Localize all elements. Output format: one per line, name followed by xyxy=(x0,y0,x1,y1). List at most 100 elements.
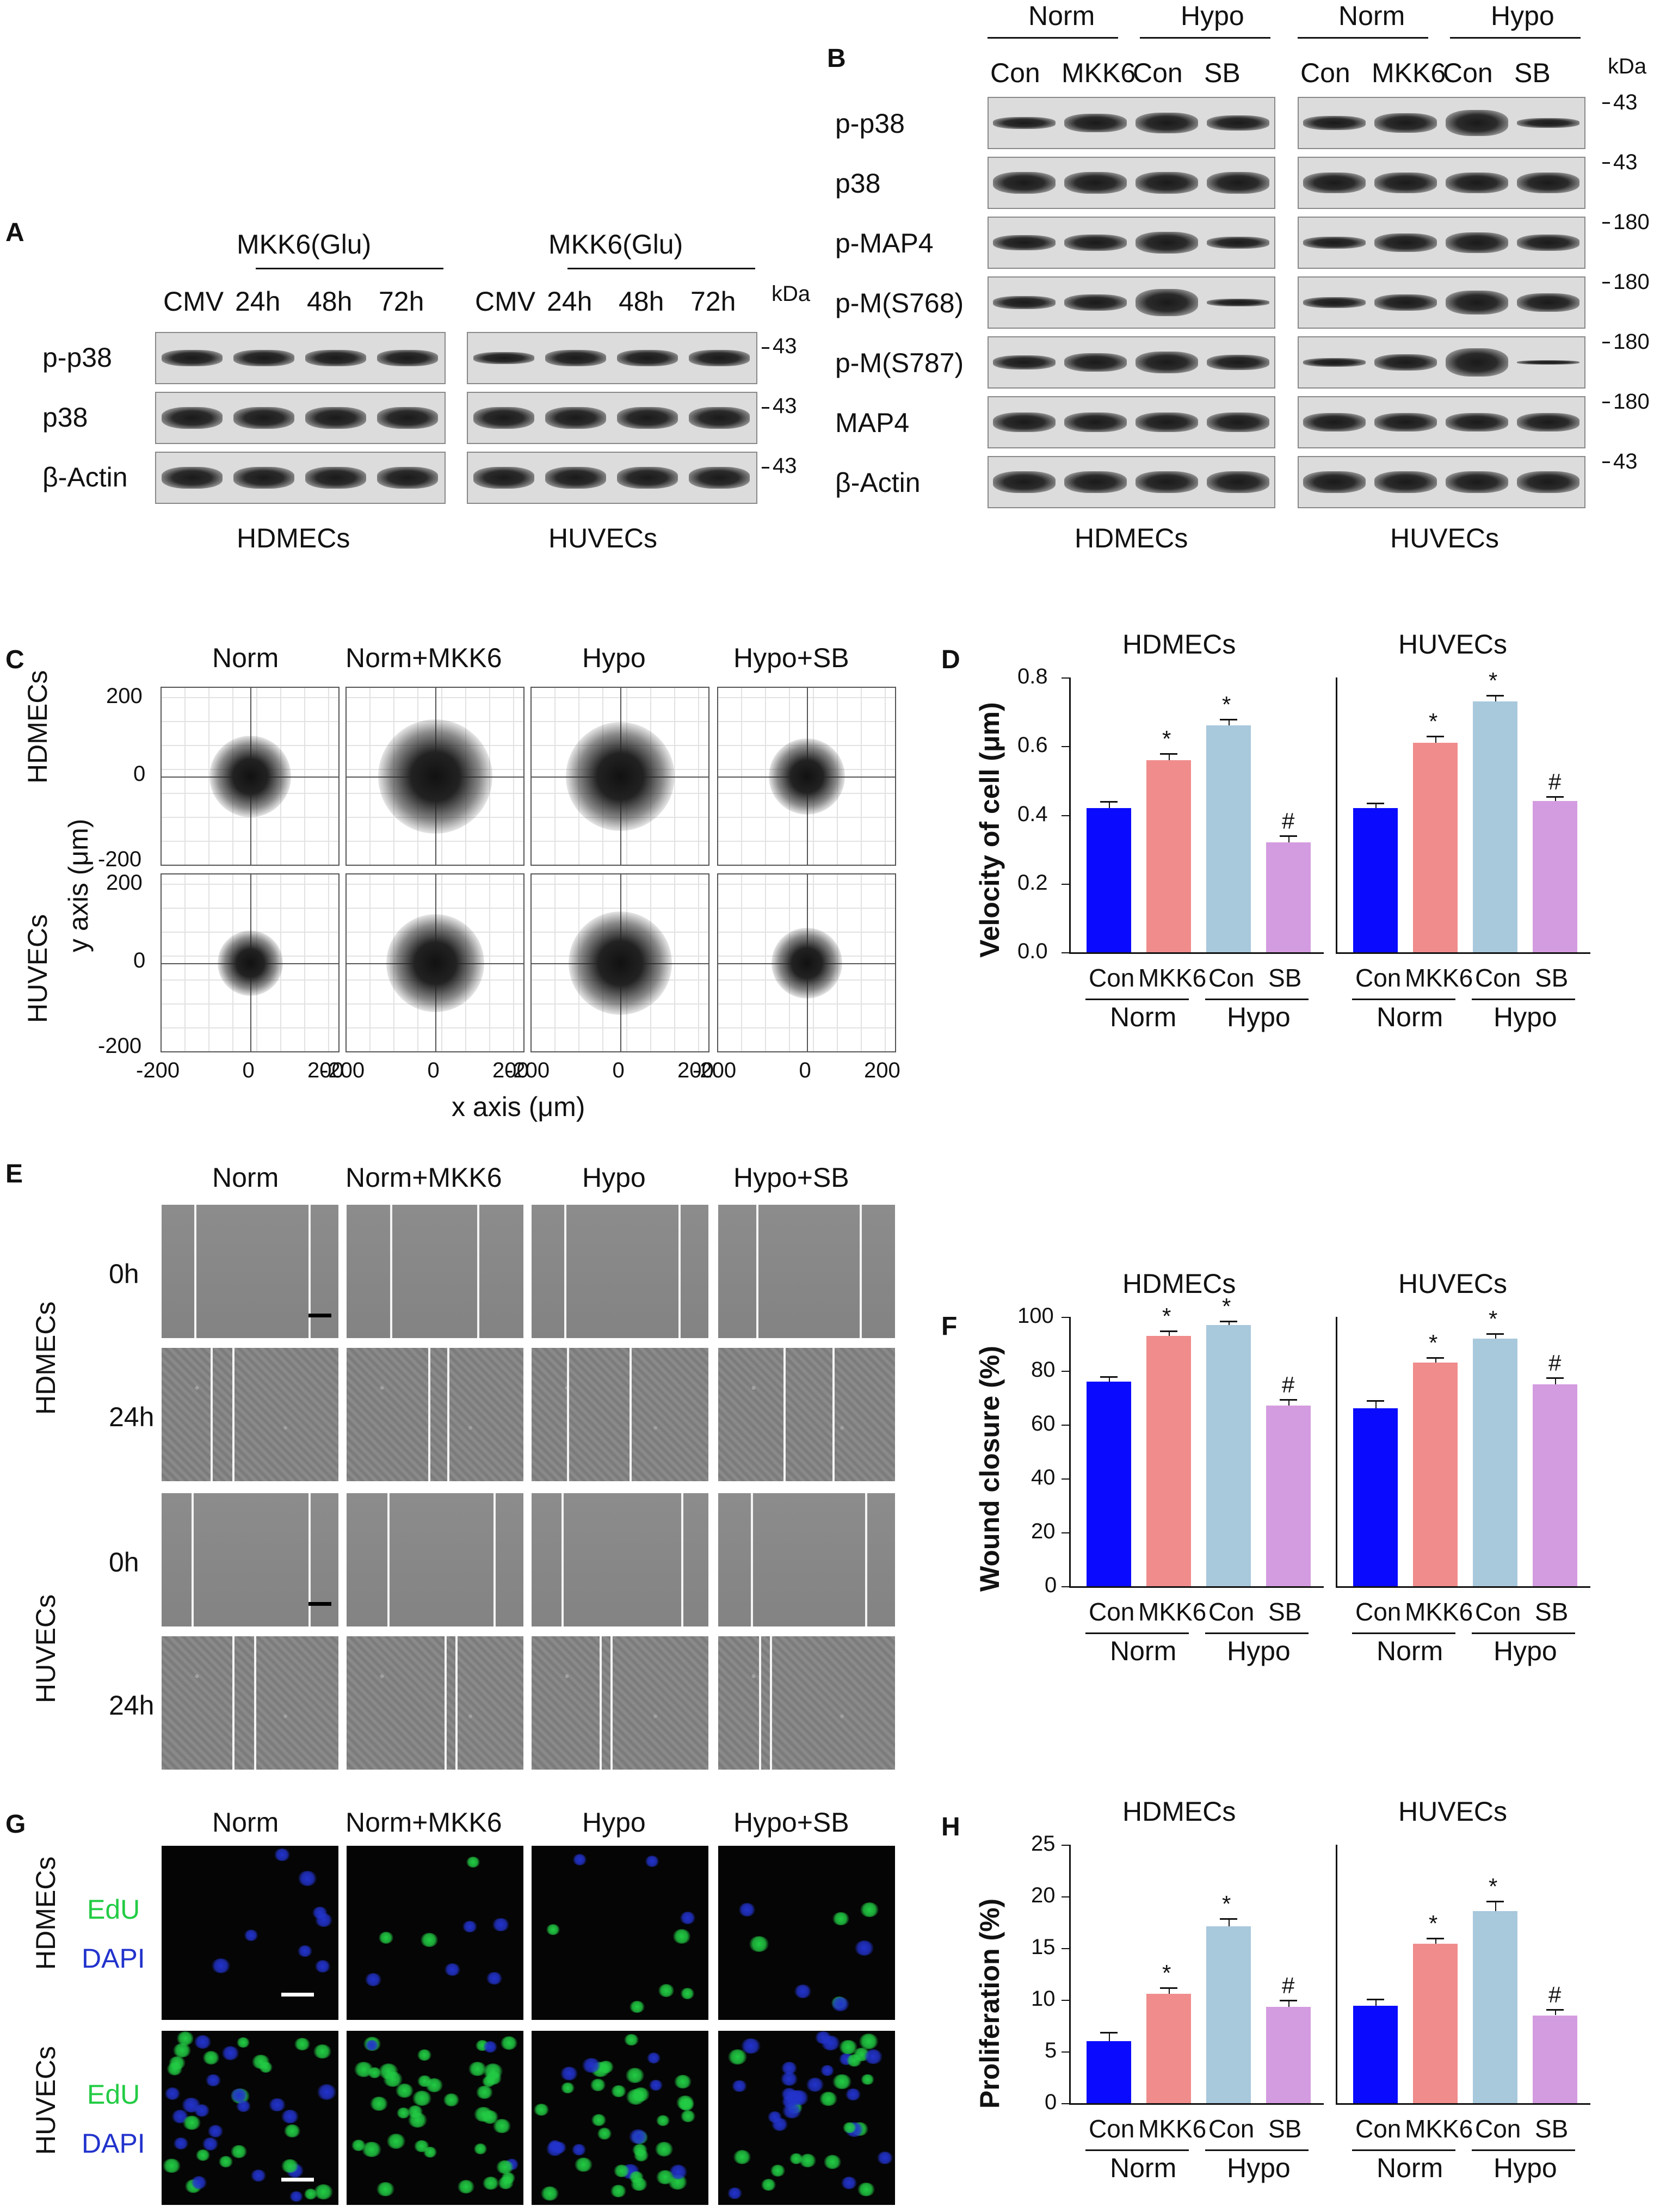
b-band xyxy=(1517,413,1579,432)
panel-label-e: E xyxy=(5,1160,23,1188)
g-nucleus xyxy=(782,2103,801,2118)
g-nucleus xyxy=(423,2146,437,2158)
e-scratch-image xyxy=(161,1347,340,1482)
chart-group-label: Hypo xyxy=(1227,1636,1291,1666)
b-band xyxy=(1374,413,1437,432)
a-group-header: MKK6(Glu) xyxy=(548,229,683,260)
a-band xyxy=(233,350,294,366)
a-lane-label: 72h xyxy=(690,286,736,317)
chart-bar xyxy=(1353,2006,1398,2103)
chart-error-cap xyxy=(1280,1398,1297,1401)
c-track-plot xyxy=(345,687,524,866)
e-wound-edge xyxy=(308,1205,311,1338)
g-nucleus xyxy=(183,2115,201,2130)
chart-bar xyxy=(1266,1406,1311,1586)
g-nucleus xyxy=(407,2105,423,2118)
b-blot xyxy=(1298,97,1585,149)
g-nucleus xyxy=(859,2034,878,2049)
e-scratch-image xyxy=(345,1204,524,1339)
chart-group-line xyxy=(1352,999,1455,1000)
chart-error-cap xyxy=(1546,1377,1564,1379)
e-wound-edge xyxy=(455,1636,458,1770)
g-nucleus xyxy=(486,1972,502,1985)
b-band xyxy=(1374,471,1437,493)
chart-bar xyxy=(1473,1911,1517,2103)
b-band xyxy=(1064,294,1127,311)
g-nucleus xyxy=(799,2154,816,2167)
chart-error-cap xyxy=(1486,694,1504,697)
chart-bar xyxy=(1266,842,1311,952)
e-wound-edge xyxy=(610,1636,613,1770)
chart-group-line xyxy=(1085,999,1189,1000)
chart-significance-mark: # xyxy=(1282,1371,1295,1397)
chart-bar xyxy=(1533,1384,1577,1586)
g-nucleus xyxy=(597,2128,612,2140)
g-nucleus xyxy=(182,2097,201,2113)
chart-significance-mark: # xyxy=(1548,1350,1562,1376)
chart-title: HUVECs xyxy=(1398,1268,1508,1299)
g-nucleus xyxy=(315,1913,332,1927)
a-row-label: β-Actin xyxy=(42,462,128,492)
g-nucleus xyxy=(162,2158,181,2173)
g-nucleus xyxy=(412,2091,432,2106)
chart-category-label: Con xyxy=(1089,2115,1135,2143)
chart-frame xyxy=(1069,677,1324,954)
b-kda: kDa xyxy=(1608,54,1647,78)
chart-error-cap xyxy=(1100,801,1118,803)
b-band xyxy=(1303,172,1366,193)
chart-significance-mark: # xyxy=(1282,1973,1295,1998)
b-blot xyxy=(988,97,1275,149)
c-xtick: 0 xyxy=(799,1058,811,1082)
chart-bar xyxy=(1353,808,1398,952)
chart-error-bar xyxy=(1169,753,1170,760)
b-marker: 180 xyxy=(1613,390,1650,414)
b-condition: Norm xyxy=(1028,1,1095,31)
b-band xyxy=(1517,293,1579,312)
b-marker-tick xyxy=(1602,461,1610,463)
c-ytick: -200 xyxy=(98,1034,142,1058)
panel-label-d: D xyxy=(941,645,960,674)
e-column-title: Norm xyxy=(212,1162,279,1193)
b-condition-line xyxy=(1298,37,1428,39)
g-nucleus xyxy=(462,1920,477,1933)
chart-bar xyxy=(1146,760,1191,952)
chart-bar xyxy=(1353,1408,1398,1586)
chart-bar xyxy=(1206,1926,1251,2103)
c-xtick: 200 xyxy=(492,1058,529,1082)
a-band xyxy=(689,407,750,429)
g-stain-dapi: DAPI xyxy=(82,2128,145,2159)
chart-bar xyxy=(1533,2015,1577,2103)
b-blot xyxy=(1298,157,1585,209)
g-nucleus xyxy=(649,2079,663,2091)
a-lane-label: 24h xyxy=(547,286,593,317)
chart-bar xyxy=(1473,701,1517,952)
e-time-label: 24h xyxy=(109,1402,155,1432)
g-nucleus xyxy=(314,1960,331,1973)
chart-significance-mark: * xyxy=(1162,1303,1171,1329)
chart-ytick-label: 0.6 xyxy=(1017,733,1048,757)
g-nucleus xyxy=(582,2058,601,2073)
b-band xyxy=(1207,355,1269,370)
chart-error-cap xyxy=(1160,1987,1177,1989)
a-lane-label: 72h xyxy=(379,286,424,317)
chart-error-cap xyxy=(1100,1376,1118,1378)
b-blot xyxy=(988,217,1275,269)
b-band xyxy=(1374,354,1437,371)
chart-ytick xyxy=(1062,1425,1069,1426)
chart-error-cap xyxy=(1367,803,1384,805)
g-nucleus xyxy=(172,2043,191,2058)
g-nucleus xyxy=(476,2085,493,2099)
b-band xyxy=(993,296,1056,309)
a-band xyxy=(377,350,438,366)
chart-category-label: SB xyxy=(1268,964,1302,992)
e-wound-edge xyxy=(681,1493,683,1626)
a-blot-huvec xyxy=(467,452,757,504)
panel-label-g: G xyxy=(5,1810,26,1839)
chart-significance-mark: * xyxy=(1429,708,1438,735)
chart-bar xyxy=(1087,808,1131,952)
b-band xyxy=(1446,232,1508,253)
chart-group-label: Norm xyxy=(1377,2153,1443,2183)
chart-category-label: SB xyxy=(1535,2115,1569,2143)
b-row-label: MAP4 xyxy=(835,408,910,438)
g-nucleus xyxy=(417,2049,432,2061)
